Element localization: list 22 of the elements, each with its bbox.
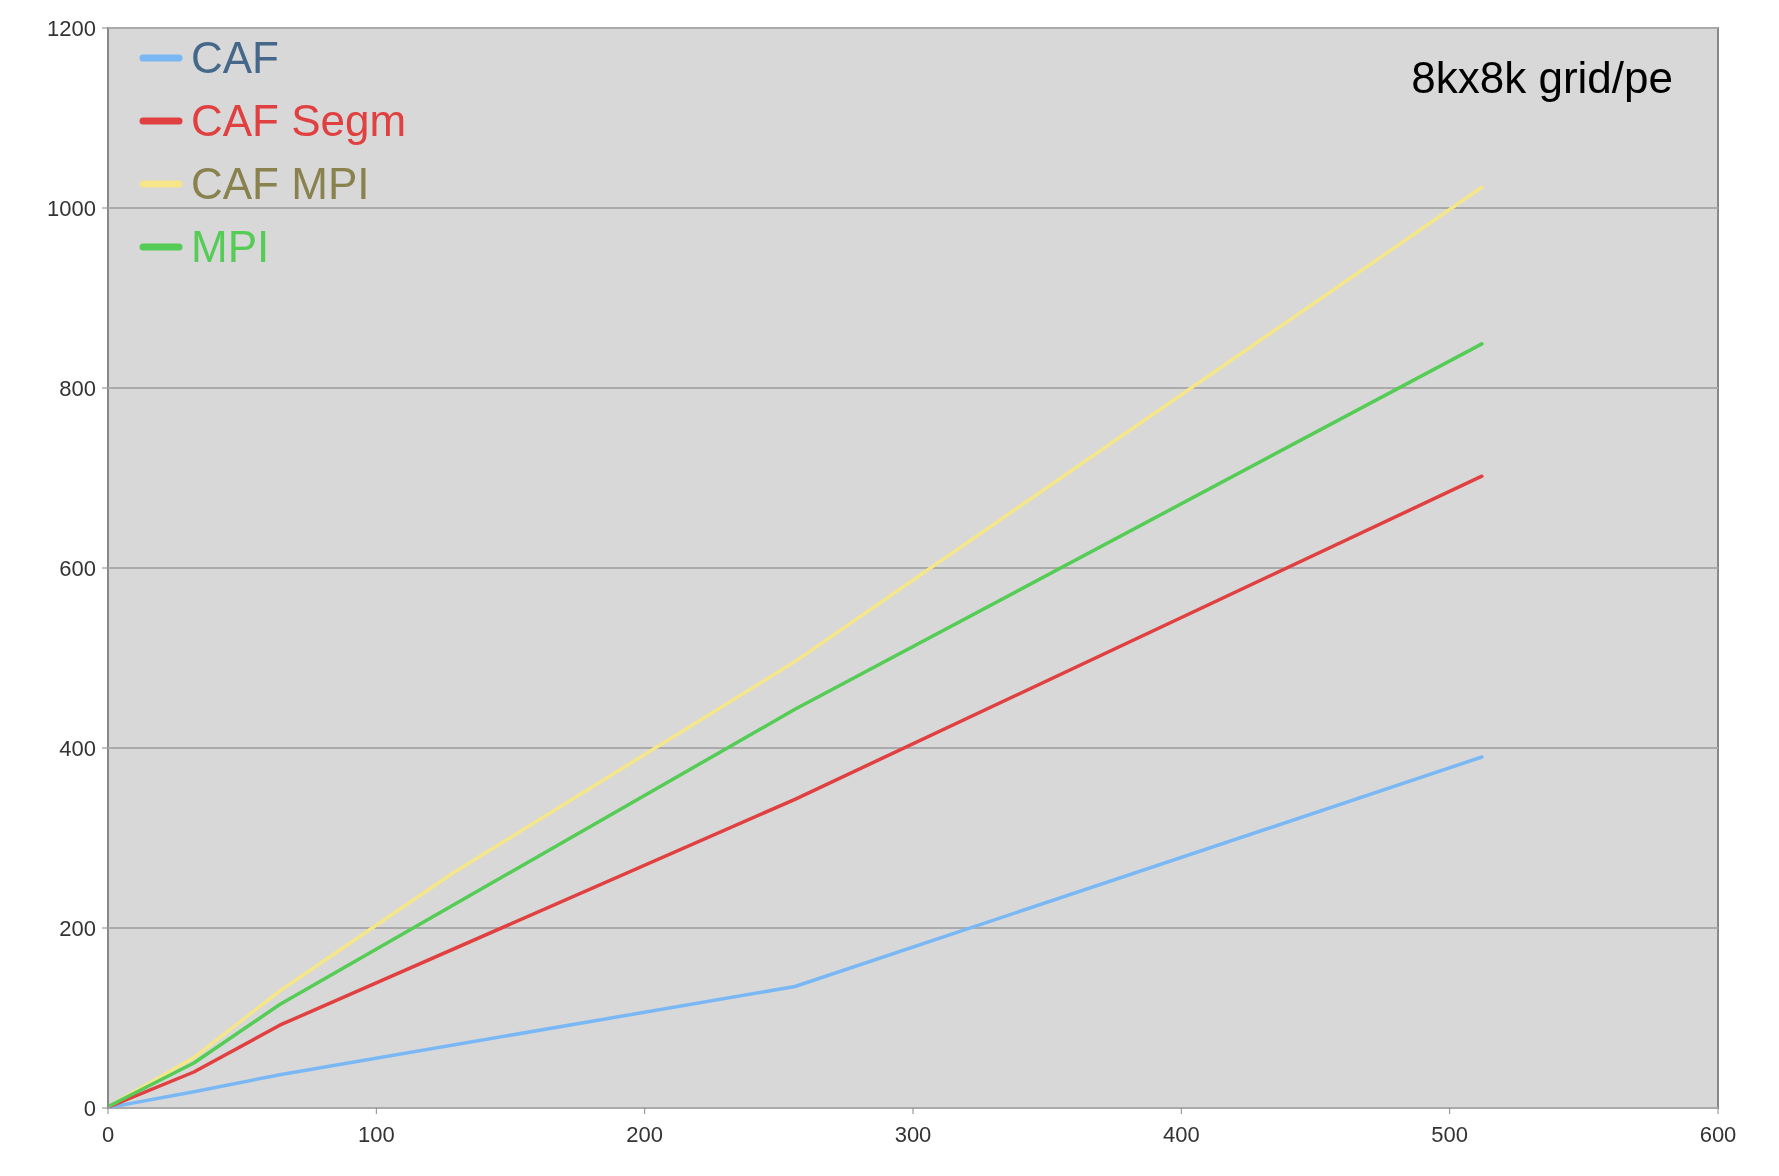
line-series — [108, 474, 1484, 1108]
legend-label: CAF MPI — [191, 159, 370, 208]
y-tick-label: 600 — [59, 555, 96, 581]
x-tick-label: 500 — [1431, 1122, 1469, 1147]
x-tick-label: 200 — [626, 1122, 664, 1147]
y-tick-label: 800 — [59, 375, 96, 401]
y-tick-label: 400 — [59, 735, 96, 761]
x-tick-label: 0 — [101, 1122, 115, 1147]
line-series — [108, 755, 1484, 1109]
y-tick-label: 1200 — [47, 15, 96, 41]
annotation: 8kx8k grid/pe — [1411, 53, 1673, 102]
x-tick-label: 400 — [1162, 1122, 1200, 1147]
x-tick-label: 300 — [894, 1122, 932, 1147]
y-tick-label: 200 — [59, 915, 96, 941]
legend-label: MPI — [191, 222, 270, 271]
legend-label: CAF — [191, 33, 279, 82]
y-tick-label: 1000 — [47, 195, 96, 221]
y-tick-label: 0 — [83, 1095, 96, 1121]
x-tick-label: 100 — [357, 1122, 395, 1147]
line-series — [108, 342, 1484, 1108]
legend-label: CAF Segm — [191, 96, 407, 145]
x-tick-label: 600 — [1699, 1122, 1737, 1147]
